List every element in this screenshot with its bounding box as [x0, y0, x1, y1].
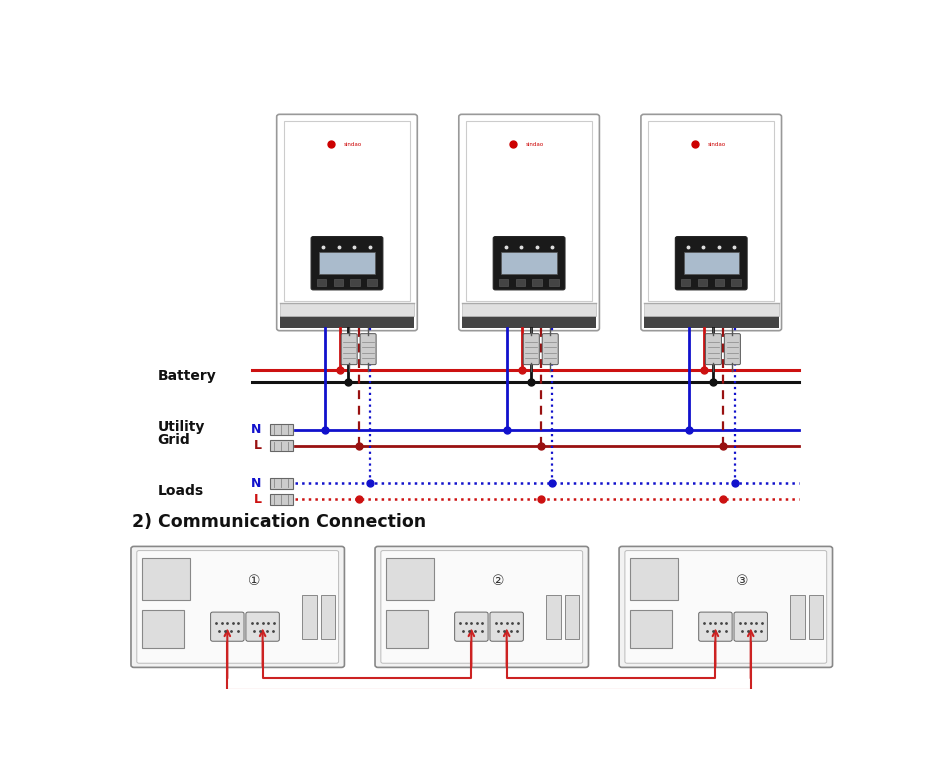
- Bar: [565, 595, 579, 639]
- Bar: [731, 279, 741, 286]
- FancyBboxPatch shape: [494, 237, 565, 290]
- FancyBboxPatch shape: [341, 334, 357, 365]
- FancyBboxPatch shape: [211, 612, 244, 641]
- Bar: [546, 595, 560, 639]
- Bar: [516, 279, 525, 286]
- Bar: [142, 611, 183, 648]
- Bar: [462, 303, 597, 316]
- Bar: [466, 122, 592, 301]
- Bar: [631, 611, 672, 648]
- Bar: [368, 279, 377, 286]
- Bar: [270, 424, 293, 435]
- Text: sindao: sindao: [708, 142, 726, 147]
- Text: Loads: Loads: [158, 484, 204, 498]
- Bar: [644, 316, 778, 328]
- Text: ②: ②: [493, 574, 505, 588]
- Bar: [697, 279, 707, 286]
- FancyBboxPatch shape: [490, 612, 524, 641]
- Bar: [270, 494, 293, 505]
- Text: 2) Communication Connection: 2) Communication Connection: [132, 513, 426, 531]
- FancyBboxPatch shape: [675, 237, 747, 290]
- Bar: [321, 595, 336, 639]
- FancyBboxPatch shape: [459, 115, 600, 330]
- Bar: [631, 558, 678, 600]
- FancyBboxPatch shape: [725, 334, 741, 365]
- Bar: [317, 279, 326, 286]
- Bar: [808, 595, 823, 639]
- Bar: [270, 478, 293, 488]
- Bar: [334, 279, 343, 286]
- FancyBboxPatch shape: [705, 334, 721, 365]
- Bar: [302, 595, 317, 639]
- Text: N: N: [251, 423, 261, 436]
- Text: Utility: Utility: [158, 420, 205, 433]
- Text: ①: ①: [248, 574, 260, 588]
- Text: sindao: sindao: [525, 142, 543, 147]
- FancyBboxPatch shape: [381, 550, 583, 663]
- Bar: [351, 279, 360, 286]
- Bar: [142, 558, 190, 600]
- Bar: [270, 440, 293, 451]
- Bar: [279, 303, 415, 316]
- Text: sindao: sindao: [343, 142, 362, 147]
- Bar: [279, 316, 415, 328]
- Bar: [681, 279, 690, 286]
- FancyBboxPatch shape: [455, 612, 488, 641]
- Bar: [714, 279, 724, 286]
- Bar: [462, 316, 597, 328]
- Text: Grid: Grid: [158, 433, 190, 447]
- Bar: [683, 252, 739, 274]
- Bar: [644, 303, 778, 316]
- FancyBboxPatch shape: [619, 546, 833, 667]
- FancyBboxPatch shape: [375, 546, 588, 667]
- Bar: [284, 122, 410, 301]
- FancyBboxPatch shape: [276, 115, 417, 330]
- Bar: [499, 279, 509, 286]
- Text: ③: ③: [736, 574, 748, 588]
- Bar: [532, 279, 541, 286]
- Text: L: L: [254, 493, 261, 506]
- FancyBboxPatch shape: [137, 550, 338, 663]
- Bar: [320, 252, 375, 274]
- Text: L: L: [254, 439, 261, 452]
- Bar: [549, 279, 558, 286]
- FancyBboxPatch shape: [246, 612, 279, 641]
- FancyBboxPatch shape: [311, 237, 383, 290]
- Bar: [386, 611, 428, 648]
- FancyBboxPatch shape: [360, 334, 376, 365]
- Text: N: N: [251, 477, 261, 490]
- FancyBboxPatch shape: [698, 612, 732, 641]
- FancyBboxPatch shape: [542, 334, 558, 365]
- Bar: [386, 558, 434, 600]
- FancyBboxPatch shape: [524, 334, 540, 365]
- FancyBboxPatch shape: [734, 612, 767, 641]
- FancyBboxPatch shape: [131, 546, 344, 667]
- FancyBboxPatch shape: [625, 550, 826, 663]
- Bar: [791, 595, 805, 639]
- Bar: [501, 252, 556, 274]
- Bar: [649, 122, 775, 301]
- FancyBboxPatch shape: [641, 115, 781, 330]
- Text: Battery: Battery: [158, 369, 216, 383]
